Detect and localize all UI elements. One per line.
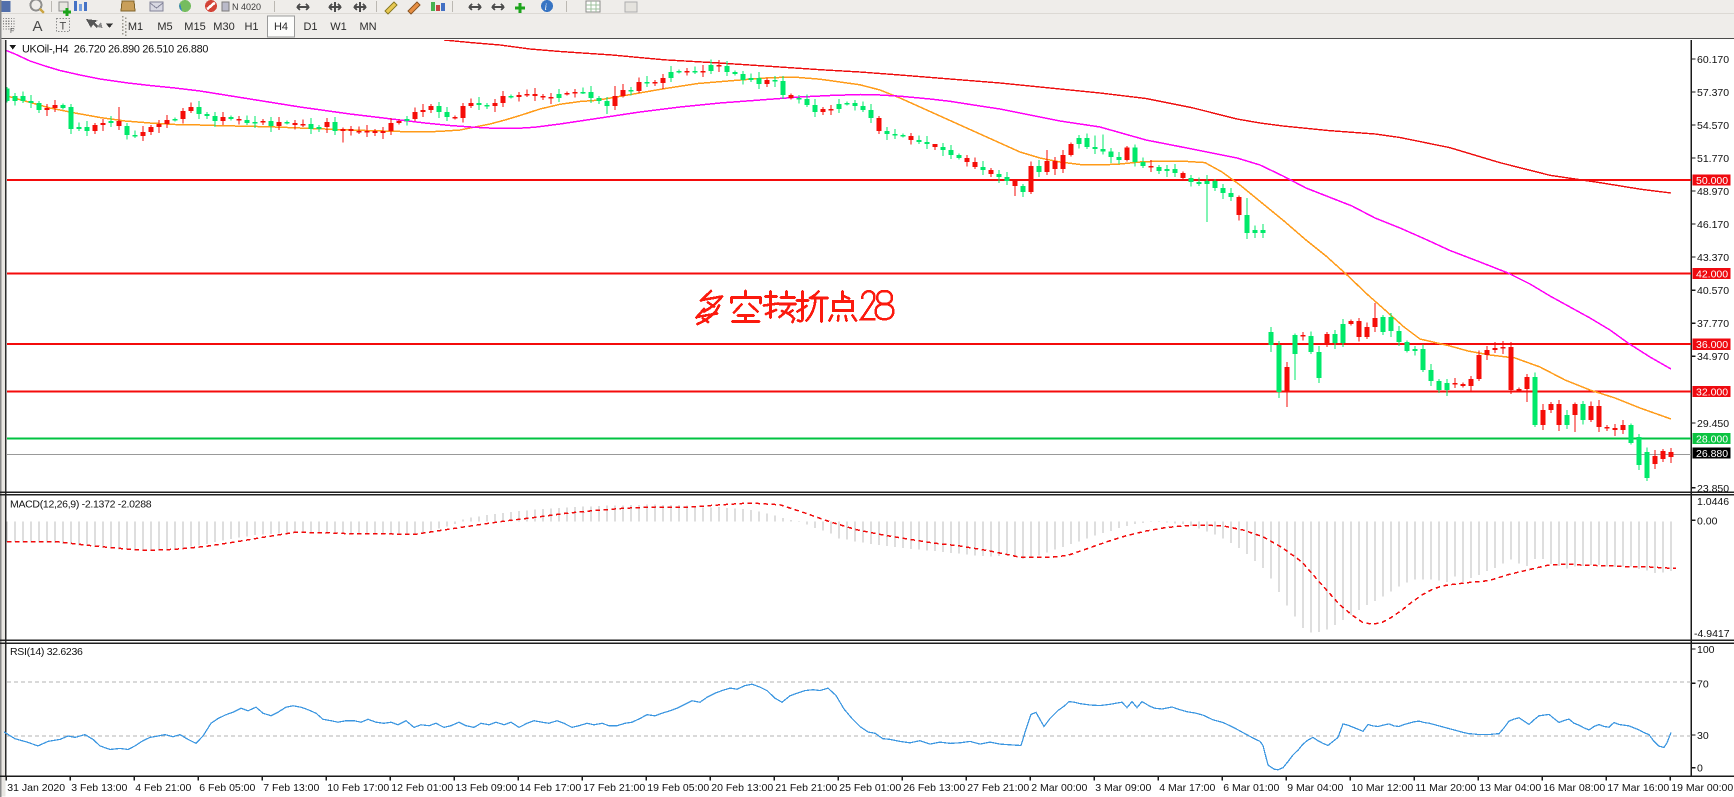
svg-text:60.170: 60.170: [1697, 54, 1729, 66]
svg-text:46.170: 46.170: [1697, 219, 1729, 231]
svg-text:57.370: 57.370: [1697, 87, 1729, 99]
svg-text:36.000: 36.000: [1696, 339, 1728, 351]
svg-text:6 Feb 05:00: 6 Feb 05:00: [199, 782, 255, 794]
svg-text:7 Feb 13:00: 7 Feb 13:00: [263, 782, 319, 794]
svg-text:UKOil-,H4 26.720 26.890 26.51: UKOil-,H4 26.720 26.890 26.510 26.880: [22, 44, 208, 56]
svg-text:4 Feb 21:00: 4 Feb 21:00: [135, 782, 191, 794]
svg-text:0.00: 0.00: [1697, 515, 1718, 527]
svg-text:100: 100: [1697, 644, 1715, 656]
svg-text:M15: M15: [184, 21, 205, 33]
svg-text:M1: M1: [128, 21, 143, 33]
svg-text:H1: H1: [244, 21, 258, 33]
svg-text:30: 30: [1697, 730, 1709, 742]
svg-text:A: A: [33, 18, 43, 35]
svg-text:28.000: 28.000: [1696, 434, 1728, 446]
svg-text:3 Feb 13:00: 3 Feb 13:00: [71, 782, 127, 794]
svg-text:17 Feb 21:00: 17 Feb 21:00: [583, 782, 645, 794]
svg-text:F: F: [10, 28, 14, 35]
svg-text:21 Feb 21:00: 21 Feb 21:00: [775, 782, 837, 794]
svg-text:13 Mar 04:00: 13 Mar 04:00: [1479, 782, 1541, 794]
svg-text:i: i: [545, 2, 548, 12]
svg-text:6 Mar 01:00: 6 Mar 01:00: [1223, 782, 1279, 794]
svg-text:19 Mar 00:00: 19 Mar 00:00: [1671, 782, 1733, 794]
svg-text:26.880: 26.880: [1696, 448, 1728, 460]
svg-text:27 Feb 21:00: 27 Feb 21:00: [967, 782, 1029, 794]
svg-text:11 Mar 20:00: 11 Mar 20:00: [1415, 782, 1476, 794]
svg-text:0: 0: [1697, 763, 1703, 775]
svg-text:-4.9417: -4.9417: [1694, 628, 1730, 640]
svg-text:23.850: 23.850: [1697, 483, 1729, 495]
svg-text:25 Feb 01:00: 25 Feb 01:00: [839, 782, 901, 794]
svg-text:12 Feb 01:00: 12 Feb 01:00: [391, 782, 453, 794]
svg-text:N 4020: N 4020: [232, 2, 261, 12]
svg-text:14 Feb 17:00: 14 Feb 17:00: [519, 782, 581, 794]
svg-text:H4: H4: [274, 21, 288, 33]
svg-text:26 Feb 13:00: 26 Feb 13:00: [903, 782, 965, 794]
svg-text:54.570: 54.570: [1697, 120, 1729, 132]
svg-text:37.770: 37.770: [1697, 318, 1729, 330]
svg-text:40.570: 40.570: [1697, 285, 1729, 297]
svg-text:17 Mar 16:00: 17 Mar 16:00: [1607, 782, 1669, 794]
svg-text:31 Jan 2020: 31 Jan 2020: [7, 782, 65, 794]
svg-text:42.000: 42.000: [1696, 268, 1728, 280]
svg-text:48.970: 48.970: [1697, 186, 1729, 198]
svg-text:29.450: 29.450: [1697, 418, 1729, 430]
svg-text:M30: M30: [213, 21, 234, 33]
svg-text:43.370: 43.370: [1697, 252, 1729, 264]
svg-text:3 Mar 09:00: 3 Mar 09:00: [1095, 782, 1151, 794]
svg-text:D1: D1: [303, 21, 317, 33]
svg-text:W1: W1: [330, 21, 347, 33]
svg-text:13 Feb 09:00: 13 Feb 09:00: [455, 782, 517, 794]
svg-text:19 Feb 05:00: 19 Feb 05:00: [647, 782, 709, 794]
svg-text:9 Mar 04:00: 9 Mar 04:00: [1287, 782, 1343, 794]
svg-text:M5: M5: [157, 21, 172, 33]
svg-text:10 Feb 17:00: 10 Feb 17:00: [327, 782, 389, 794]
svg-text:10 Mar 12:00: 10 Mar 12:00: [1351, 782, 1413, 794]
svg-text:16 Mar 08:00: 16 Mar 08:00: [1543, 782, 1605, 794]
svg-text:T: T: [60, 21, 67, 33]
svg-text:MN: MN: [359, 21, 376, 33]
svg-text:20 Feb 13:00: 20 Feb 13:00: [711, 782, 773, 794]
svg-text:50.000: 50.000: [1696, 175, 1728, 187]
svg-text:4 Mar 17:00: 4 Mar 17:00: [1159, 782, 1215, 794]
svg-text:MACD(12,26,9) -2.1372 -2.0288: MACD(12,26,9) -2.1372 -2.0288: [10, 499, 152, 511]
svg-text:RSI(14) 32.6236: RSI(14) 32.6236: [10, 646, 83, 658]
svg-text:2 Mar 00:00: 2 Mar 00:00: [1031, 782, 1087, 794]
svg-text:34.970: 34.970: [1697, 351, 1729, 363]
svg-text:1.0446: 1.0446: [1697, 496, 1729, 508]
svg-text:32.000: 32.000: [1696, 386, 1728, 398]
svg-text:70: 70: [1697, 678, 1709, 690]
svg-text:51.770: 51.770: [1697, 153, 1729, 165]
